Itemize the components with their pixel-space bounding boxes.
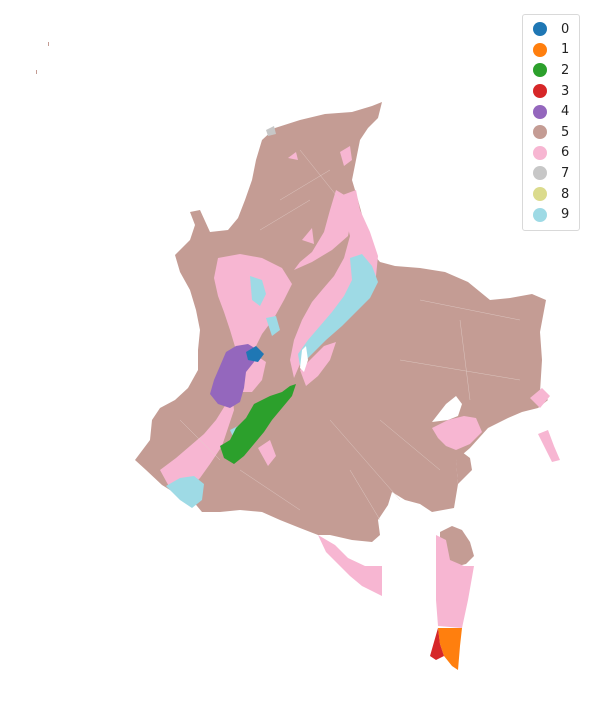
legend-label: 9	[561, 207, 570, 223]
legend-item: 0	[533, 19, 579, 40]
legend-marker-icon	[533, 166, 547, 181]
region-class-7	[266, 126, 276, 136]
region-class-2	[220, 384, 296, 464]
legend-label: 2	[561, 62, 570, 78]
island-fragment	[36, 42, 49, 74]
legend-label: 3	[561, 83, 570, 99]
legend-item: 9	[533, 204, 579, 225]
legend-marker-icon	[533, 42, 547, 57]
legend-marker-icon	[533, 63, 547, 78]
legend-label: 8	[561, 186, 570, 202]
legend-marker-icon	[533, 187, 547, 202]
municipality-borders	[179, 149, 521, 521]
legend-marker-icon	[533, 84, 547, 99]
legend-item: 6	[533, 143, 579, 164]
notch	[432, 396, 462, 422]
legend-label: 6	[561, 145, 570, 161]
river-gap	[300, 346, 308, 372]
legend-label: 0	[561, 21, 570, 37]
legend-label: 5	[561, 124, 570, 140]
region-class-3	[430, 628, 444, 660]
legend-item: 8	[533, 184, 579, 205]
legend-item: 2	[533, 60, 579, 81]
legend: 0 1 2 3 4 5 6 7 8 9	[522, 14, 580, 231]
legend-item: 1	[533, 40, 579, 61]
legend-marker-icon	[533, 145, 547, 160]
legend-item: 4	[533, 101, 579, 122]
region-class-0	[246, 346, 264, 362]
legend-label: 7	[561, 165, 570, 181]
region-class-1	[438, 628, 462, 670]
legend-marker-icon	[533, 22, 547, 37]
legend-label: 1	[561, 42, 570, 58]
legend-marker-icon	[533, 207, 547, 222]
region-class-4	[210, 344, 258, 408]
legend-marker-icon	[533, 104, 547, 119]
legend-item: 7	[533, 163, 579, 184]
legend-marker-icon	[533, 125, 547, 140]
region-class-6-group	[160, 146, 560, 628]
legend-item: 5	[533, 122, 579, 143]
legend-label: 4	[561, 104, 570, 120]
legend-item: 3	[533, 81, 579, 102]
